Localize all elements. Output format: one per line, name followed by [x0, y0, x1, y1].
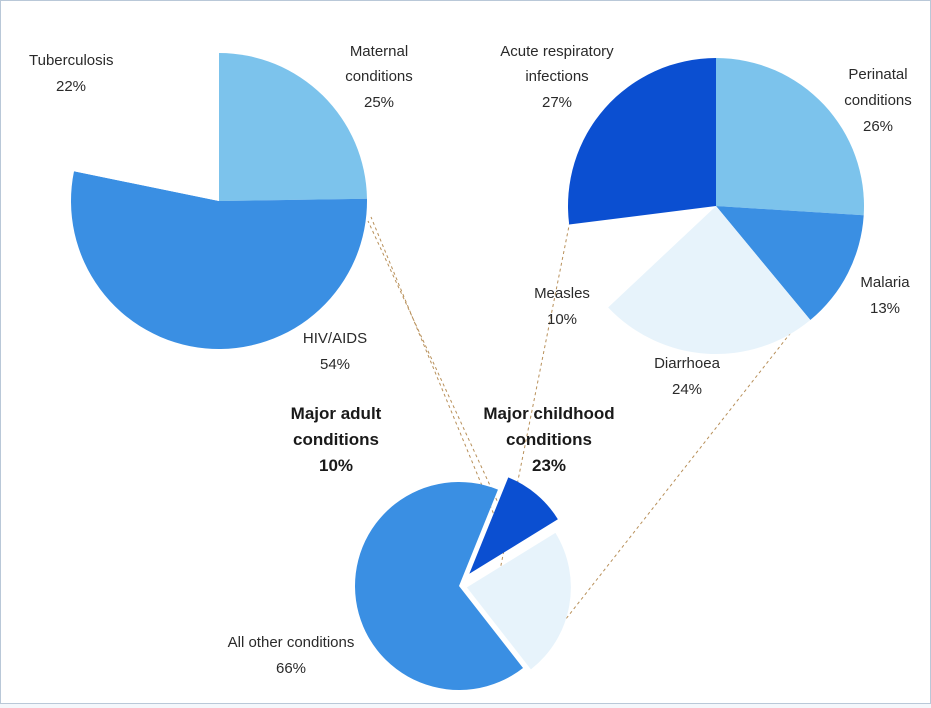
label-childhood-line2: conditions	[506, 430, 592, 449]
label-perinatal-line2: conditions	[844, 92, 912, 109]
slice-perinatal	[716, 58, 864, 216]
label-perinatal-pct: 26%	[863, 118, 893, 135]
label-childhood-pct: 23%	[532, 456, 566, 475]
label-tuberculosis-pct: 22%	[56, 78, 86, 95]
slice-diarrhoea	[608, 206, 811, 354]
label-hiv-pct: 54%	[320, 356, 350, 373]
pie-slices	[70, 53, 864, 691]
label-other-pct: 66%	[276, 660, 306, 677]
label-adult-line1: Major adult	[291, 404, 382, 423]
label-adult-pct: 10%	[319, 456, 353, 475]
label-perinatal-line1: Perinatal	[848, 66, 907, 83]
connector-adult-left	[370, 216, 499, 525]
label-hiv: HIV/AIDS	[303, 330, 367, 347]
label-ari-line1: Acute respiratory	[500, 43, 614, 60]
label-malaria: Malaria	[860, 274, 910, 291]
slice-major-childhood	[466, 532, 571, 670]
slice-malaria	[716, 206, 864, 321]
slice-hiv-aids	[70, 171, 367, 349]
label-diarrhoea-pct: 24%	[672, 381, 702, 398]
label-measles: Measles	[534, 285, 590, 302]
connector-child-right	[532, 325, 797, 662]
label-adult-line2: conditions	[293, 430, 379, 449]
label-diarrhoea: Diarrhoea	[654, 355, 721, 372]
slice-tuberculosis	[74, 53, 219, 201]
label-tuberculosis: Tuberculosis	[29, 52, 113, 69]
label-malaria-pct: 13%	[870, 300, 900, 317]
slice-maternal	[219, 53, 367, 201]
slice-major-adult	[469, 477, 558, 574]
label-childhood-line1: Major childhood	[483, 404, 614, 423]
slice-measles	[569, 206, 716, 308]
label-maternal-line1: Maternal	[350, 43, 408, 60]
connector-adult-right	[367, 220, 516, 540]
label-maternal-line2: conditions	[345, 68, 413, 85]
label-ari-pct: 27%	[542, 94, 572, 111]
label-ari-line2: infections	[525, 68, 588, 85]
slice-all-other	[355, 481, 524, 691]
label-maternal-pct: 25%	[364, 94, 394, 111]
label-other: All other conditions	[228, 634, 355, 651]
slice-acute-respiratory	[568, 58, 716, 225]
label-measles-pct: 10%	[547, 311, 577, 328]
